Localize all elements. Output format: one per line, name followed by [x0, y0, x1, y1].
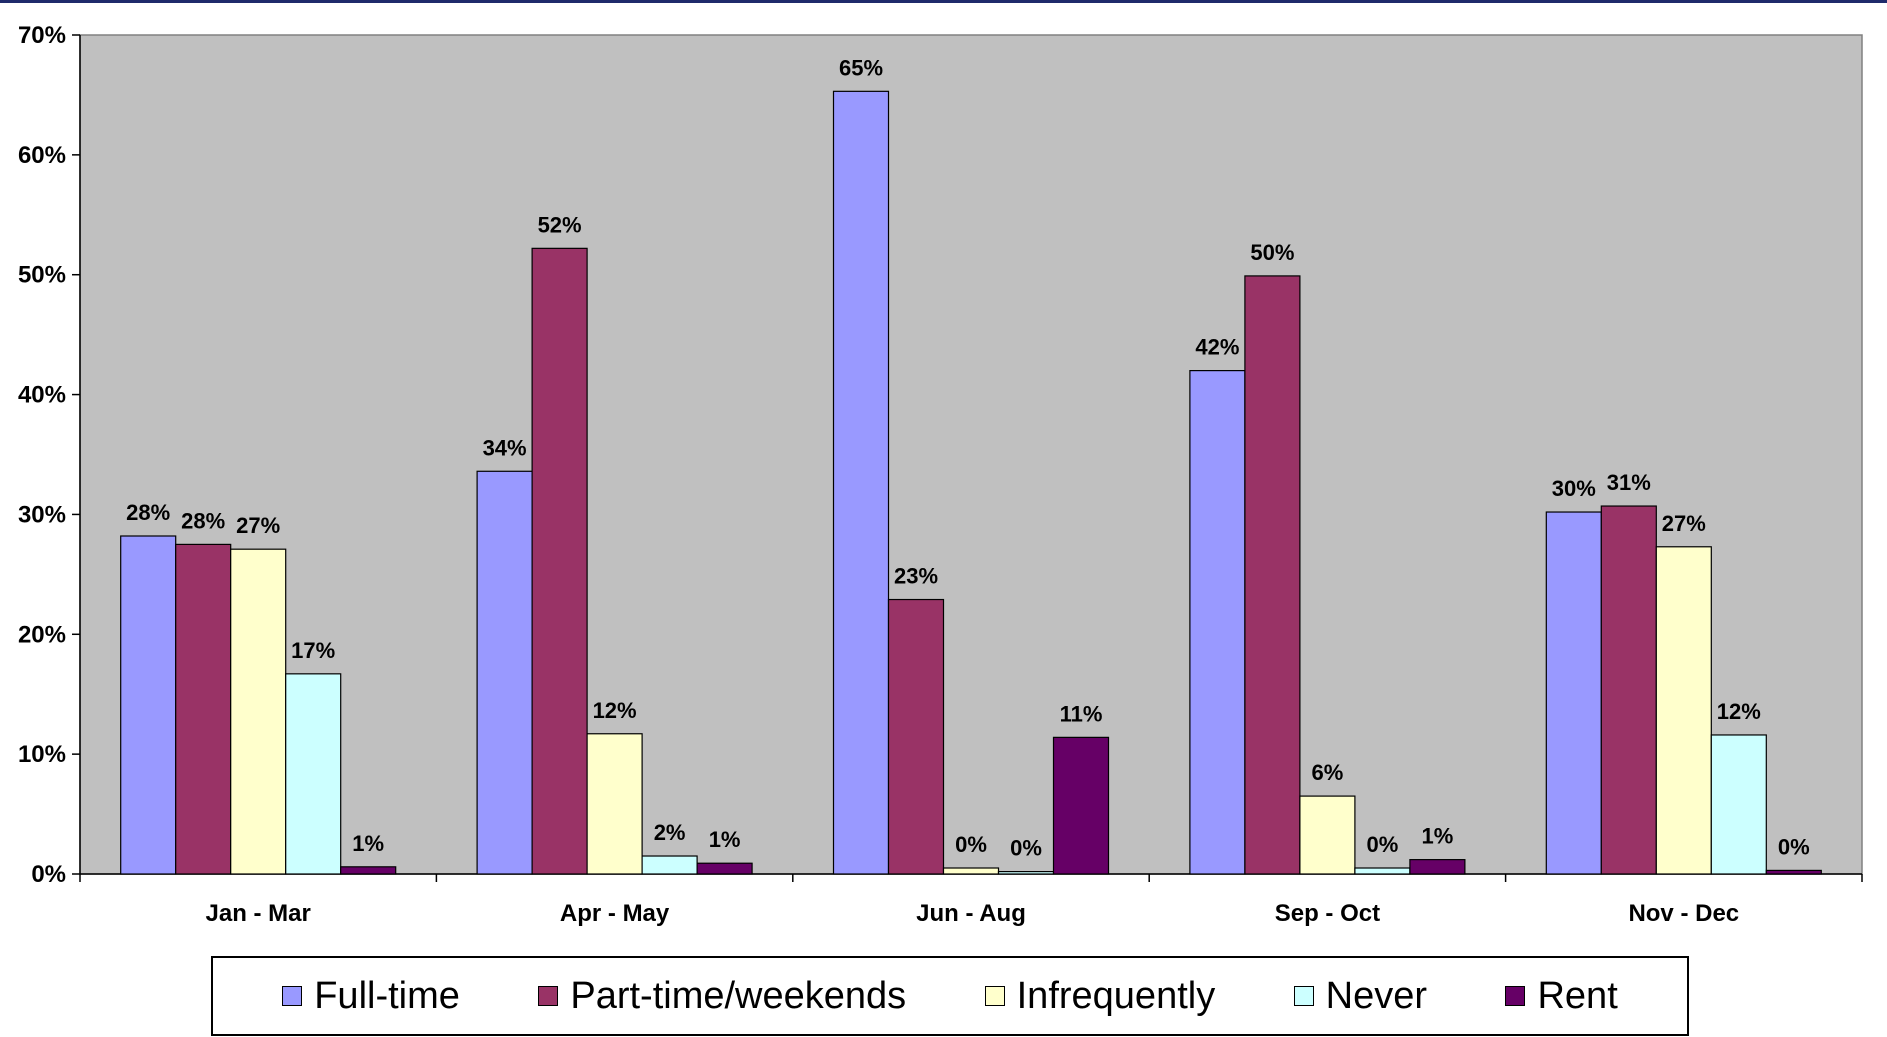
y-tick-label: 10% — [18, 741, 66, 768]
x-category-label: Sep - Oct — [1275, 900, 1380, 927]
data-label: 0% — [1010, 836, 1042, 861]
bar — [887, 598, 945, 875]
bar — [531, 247, 588, 875]
data-label: 1% — [352, 831, 384, 856]
y-tick-label: 20% — [18, 621, 66, 648]
x-category-label: Jun - Aug — [916, 900, 1026, 927]
legend-swatch — [538, 986, 559, 1006]
data-label: 6% — [1312, 760, 1344, 785]
data-label: 42% — [1195, 335, 1239, 360]
y-tick-label: 60% — [18, 142, 66, 169]
x-category-label: Apr - May — [560, 900, 670, 927]
data-label: 30% — [1552, 476, 1596, 501]
bar — [1244, 275, 1301, 875]
bar — [1189, 370, 1246, 875]
bar — [476, 470, 533, 875]
bar — [120, 535, 177, 875]
data-label: 0% — [955, 832, 987, 857]
legend-item: Never — [1293, 974, 1428, 1018]
bar — [285, 673, 342, 875]
data-label: 0% — [1778, 834, 1810, 859]
top-border-line — [0, 0, 1887, 3]
data-label: 12% — [593, 698, 637, 723]
data-label: 1% — [709, 827, 741, 852]
data-label: 0% — [1367, 832, 1399, 857]
data-label: 28% — [181, 508, 225, 533]
bar-group — [120, 90, 1822, 875]
bar — [1299, 795, 1356, 875]
data-label: 11% — [1060, 701, 1103, 726]
legend-item: Full-time — [282, 975, 460, 1018]
data-label: 65% — [839, 55, 883, 80]
bar — [340, 866, 397, 875]
bar — [1765, 869, 1822, 875]
legend-swatch — [984, 986, 1005, 1006]
bar — [1409, 859, 1466, 875]
x-category-label: Nov - Dec — [1628, 900, 1739, 927]
bar — [696, 862, 753, 875]
data-label: 12% — [1717, 699, 1761, 724]
data-label: 2% — [654, 820, 686, 845]
data-label: 27% — [236, 513, 280, 538]
data-label-group: 28% 28% 27% 17% 1% 34% 52% 12% 2% 1% 65% 23% 0% 0% 11%… — [126, 55, 1810, 860]
bar — [1655, 546, 1712, 875]
bar — [832, 90, 890, 875]
legend-label: Infrequently — [1016, 974, 1216, 1017]
legend-swatch — [1293, 986, 1314, 1006]
bar — [641, 855, 698, 875]
bar — [997, 871, 1055, 875]
legend-swatch — [282, 986, 303, 1006]
y-tick-label: 50% — [18, 262, 66, 289]
legend-label: Full-time — [314, 974, 460, 1017]
legend-swatch — [1505, 986, 1526, 1006]
legend-label: Part-time/weekends — [570, 974, 907, 1017]
bar — [175, 543, 232, 875]
bar — [1052, 736, 1110, 875]
bar — [942, 867, 1000, 875]
y-axis: 0% 10% 20% 30% 40% 50% 60% 70% — [18, 22, 81, 888]
bar — [230, 548, 287, 875]
data-label: 52% — [538, 212, 582, 237]
bar — [586, 733, 643, 875]
data-label: 23% — [894, 564, 938, 589]
bar-chart: 0% 10% 20% 30% 40% 50% 60% 70% Jan - Mar Apr - M… — [18, 22, 1863, 927]
y-tick-label: 30% — [18, 501, 66, 528]
data-label: 1% — [1422, 824, 1454, 849]
legend-item: Rent — [1505, 974, 1618, 1018]
x-category-label: Jan - Mar — [206, 900, 311, 927]
legend-item: Infrequently — [984, 974, 1216, 1018]
data-label: 34% — [483, 435, 527, 460]
data-label: 31% — [1607, 470, 1651, 495]
x-axis: Jan - Mar Apr - May Jun - Aug Sep - Oct Nov … — [79, 873, 1863, 927]
y-tick-label: 40% — [18, 382, 66, 409]
bar — [1600, 505, 1657, 875]
legend-label: Rent — [1537, 974, 1618, 1017]
data-label: 17% — [291, 638, 335, 663]
data-label: 27% — [1662, 511, 1706, 536]
bar — [1545, 511, 1602, 875]
y-tick-label: 70% — [18, 22, 66, 49]
y-tick-label: 0% — [31, 861, 66, 888]
bar — [1354, 867, 1411, 875]
bar — [1710, 734, 1767, 875]
legend-item: Part-time/weekends — [538, 975, 906, 1018]
legend-label: Never — [1325, 974, 1428, 1017]
data-label: 28% — [126, 500, 170, 525]
data-label: 50% — [1250, 240, 1294, 265]
chart-legend: Full-time Part-time/weekends Infrequently N… — [211, 956, 1689, 1036]
